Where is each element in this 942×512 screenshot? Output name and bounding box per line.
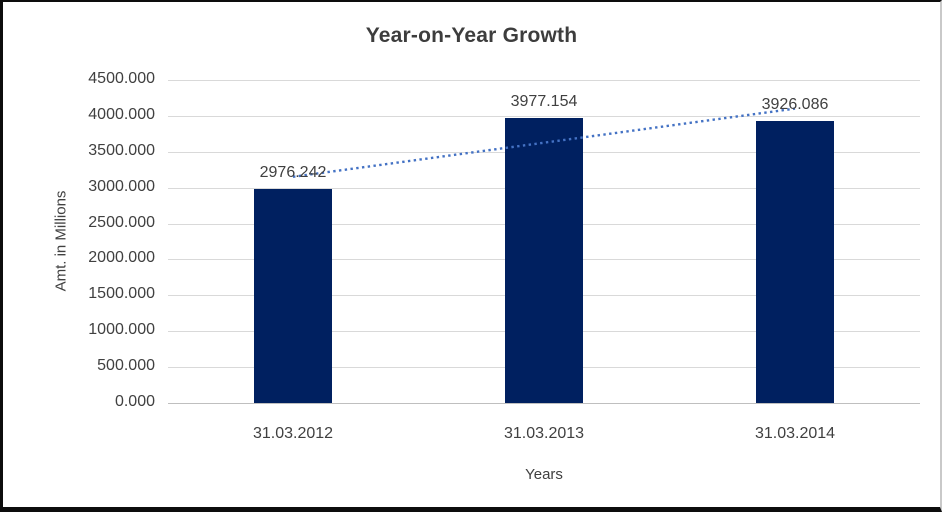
y-axis-title: Amt. in Millions	[52, 190, 70, 292]
bar-31.03.2012	[254, 189, 332, 403]
bar-data-label: 3977.154	[510, 92, 578, 110]
gridline	[168, 80, 920, 81]
x-tick-label: 31.03.2014	[754, 425, 836, 442]
bar-data-label: 3926.086	[761, 96, 829, 114]
y-tick-label: 1500.000	[88, 285, 155, 302]
y-tick-label: 3500.000	[88, 142, 155, 159]
plot-area	[168, 80, 920, 404]
x-axis-title: Years	[525, 466, 563, 483]
bar-31.03.2013	[505, 117, 583, 403]
y-tick-label: 2000.000	[88, 249, 155, 266]
y-tick-label: 4500.000	[88, 70, 155, 87]
x-tick-label: 31.03.2013	[503, 425, 585, 442]
y-tick-label: 500.000	[97, 357, 155, 374]
y-tick-label: 4000.000	[88, 106, 155, 123]
chart-title: Year-on-Year Growth	[365, 24, 578, 47]
y-tick-label: 3000.000	[88, 178, 155, 195]
x-tick-label: 31.03.2012	[252, 425, 334, 442]
y-tick-label: 2500.000	[88, 214, 155, 231]
y-tick-label: 0.000	[114, 393, 155, 410]
x-axis-line	[168, 403, 920, 404]
y-tick-label: 1000.000	[88, 321, 155, 338]
bar-31.03.2014	[756, 121, 834, 403]
bar-data-label: 2976.242	[259, 164, 327, 182]
